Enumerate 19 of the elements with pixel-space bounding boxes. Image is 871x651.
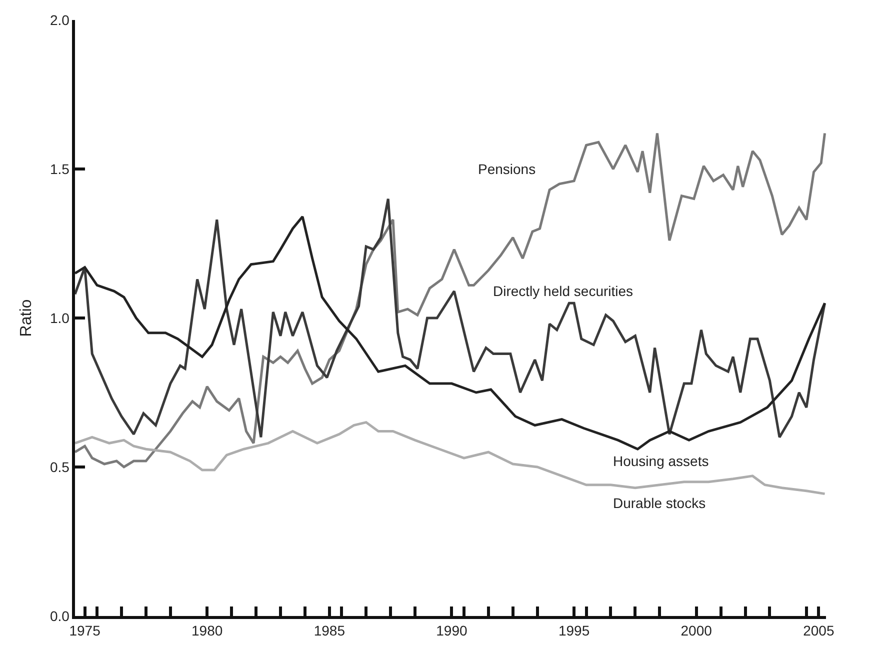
y-axis-title: Ratio xyxy=(18,299,35,337)
x-tick-label: 2005 xyxy=(803,622,834,639)
series-label: Directly held securities xyxy=(493,283,634,299)
line-series xyxy=(75,132,826,468)
x-tick-label: 1975 xyxy=(69,622,101,639)
x-tick-label: 1995 xyxy=(558,622,590,639)
y-tick-label: 0.5 xyxy=(50,458,70,475)
series-label: Housing assets xyxy=(613,453,709,469)
series-label: Durable stocks xyxy=(613,495,706,511)
series-label: Pensions xyxy=(478,161,536,177)
x-tick-label: 2000 xyxy=(680,622,712,639)
x-tick-label: 1985 xyxy=(314,622,346,639)
y-tick-label: 2.0 xyxy=(50,12,70,28)
y-tick-label: 1.0 xyxy=(50,310,70,326)
y-tick-label: 1.5 xyxy=(50,160,70,177)
y-tick-label: 0.0 xyxy=(50,608,70,624)
line-series xyxy=(75,421,826,496)
x-tick-label: 1980 xyxy=(192,622,223,639)
x-tick-label: 1990 xyxy=(436,622,468,639)
